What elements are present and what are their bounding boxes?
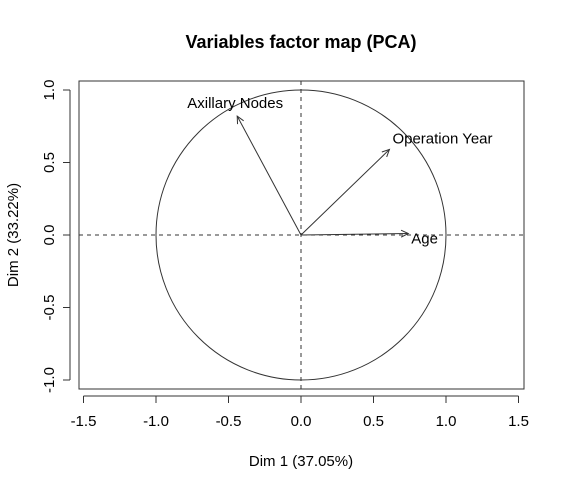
chart-title: Variables factor map (PCA) (185, 32, 416, 52)
axes-layer: -1.5 -1.0 -0.5 0.0 0.5 1.0 1.5 -1.0 -0.5 0.0 0.5 1.… (41, 80, 529, 430)
correlation-circle (155, 89, 447, 381)
x-tick-label: -1.5 (71, 413, 97, 430)
arrow-operation-year (300, 149, 390, 236)
y-tick-label: 1.0 (41, 80, 58, 101)
x-tick-label: 1.5 (508, 413, 529, 430)
x-tick-label: 0.5 (363, 413, 384, 430)
x-tick-label: -0.5 (216, 413, 242, 430)
y-tick-label: 0.0 (41, 225, 58, 246)
y-tick-label: -0.5 (41, 295, 58, 321)
y-axis-title: Dim 2 (33.22%) (5, 183, 22, 287)
arrowhead-operation-year (381, 148, 391, 158)
variable-label-age: Age (411, 231, 438, 248)
y-tick-label: 0.5 (41, 152, 58, 173)
variable-label-axillary-nodes: Axillary Nodes (187, 95, 283, 112)
arrow-axillary-nodes (236, 115, 302, 236)
y-tick-label: -1.0 (41, 367, 58, 393)
variable-label-operation-year: Operation Year (392, 130, 492, 147)
arrowhead-age (400, 229, 410, 238)
x-axis-title: Dim 1 (37.05%) (249, 453, 353, 470)
x-tick-label: -1.0 (143, 413, 169, 430)
variable-arrows: Age Operation Year Axillary Nodes (187, 95, 492, 247)
arrow-age (300, 233, 409, 236)
x-tick-label: 0.0 (291, 413, 312, 430)
arrowhead-axillary-nodes (236, 115, 244, 125)
x-tick-label: 1.0 (436, 413, 457, 430)
